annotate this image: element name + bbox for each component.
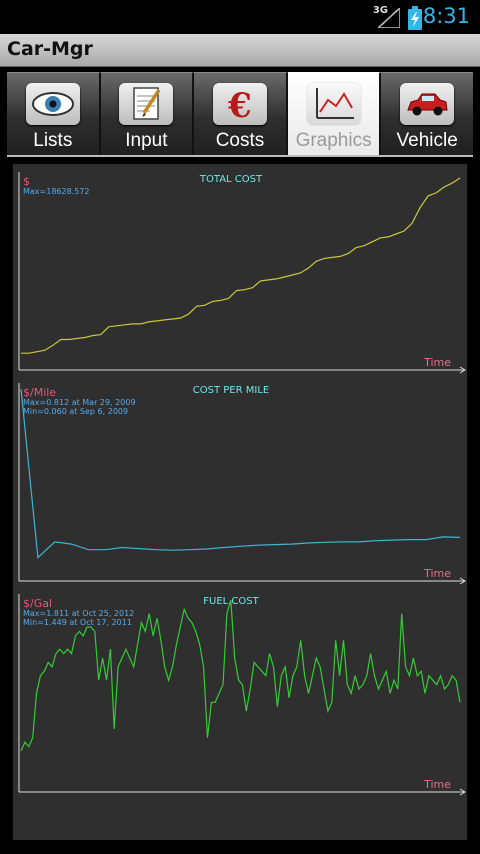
tab-lists[interactable]: Lists — [7, 72, 101, 156]
tab-input-label: Input — [125, 130, 168, 151]
chart-1-ylabel: $ — [23, 175, 30, 188]
tab-vehicle-label: Vehicle — [396, 130, 458, 151]
status-bar: 3G 8:31 — [0, 0, 480, 34]
charts-canvas: TOTAL COST $Max=18628.572 Time COST PER MIL… — [18, 172, 466, 796]
chart-3-series-line — [20, 599, 461, 752]
tab-graphics-label: Graphics — [295, 130, 372, 151]
tab-graphics[interactable]: Graphics — [287, 72, 382, 156]
chart-1-title: TOTAL COST — [199, 174, 263, 185]
chart-3-ylabel: $/Gal — [23, 597, 52, 610]
chart-2-series-line — [20, 388, 461, 559]
tab-bar: Lists Input € Costs — [7, 72, 473, 156]
chart-2-xlabel: Time — [423, 567, 451, 580]
app-title: Car-Mgr — [7, 38, 93, 60]
car-icon — [407, 93, 448, 116]
chart-3-annotation-1: Max=1.811 at Oct 25, 2012 — [23, 609, 134, 618]
tab-costs[interactable]: € Costs — [194, 72, 288, 156]
signal-icon — [378, 8, 400, 28]
eye-icon — [31, 92, 74, 116]
app-title-bar: Car-Mgr — [0, 34, 480, 67]
notepad-pen-icon — [133, 87, 161, 120]
svg-text:€: € — [227, 86, 252, 122]
chart-1-x-axis-arrow — [459, 366, 466, 374]
chart-1-xlabel: Time — [423, 356, 451, 369]
tab-vehicle[interactable]: Vehicle — [381, 72, 473, 156]
clock: 8:31 — [422, 4, 470, 28]
line-chart-icon — [315, 88, 354, 119]
chart-1-annotation-1: Max=18628.572 — [23, 187, 90, 196]
chart-1-series-line — [21, 177, 461, 354]
network-type: 3G — [372, 5, 388, 16]
euro-icon: € — [227, 86, 252, 122]
graphics-panel: TOTAL COST $ Max=18628.572 Time COST PER MIL… — [13, 164, 467, 840]
chart-3-annotation-2: Min=1.449 at Oct 17, 2011 — [23, 618, 132, 627]
chart-2-ylabel: $/Mile — [23, 386, 56, 399]
chart-2-x-axis-arrow — [459, 577, 466, 585]
tab-underline — [7, 155, 473, 157]
chart-3-x-axis-arrow — [459, 788, 466, 796]
chart-3-xlabel: Time — [423, 778, 451, 791]
chart-2-annotation-1: Max=0.812 at Mar 29, 2009 — [23, 398, 136, 407]
tab-input[interactable]: Input — [100, 72, 195, 156]
chart-2-title: COST PER MILE — [193, 385, 269, 396]
tab-costs-label: Costs — [215, 130, 265, 151]
tab-lists-label: Lists — [33, 130, 73, 151]
chart-2-annotation-2: Min=0.060 at Sep 6, 2009 — [23, 407, 128, 416]
battery-charging-icon — [408, 6, 422, 30]
